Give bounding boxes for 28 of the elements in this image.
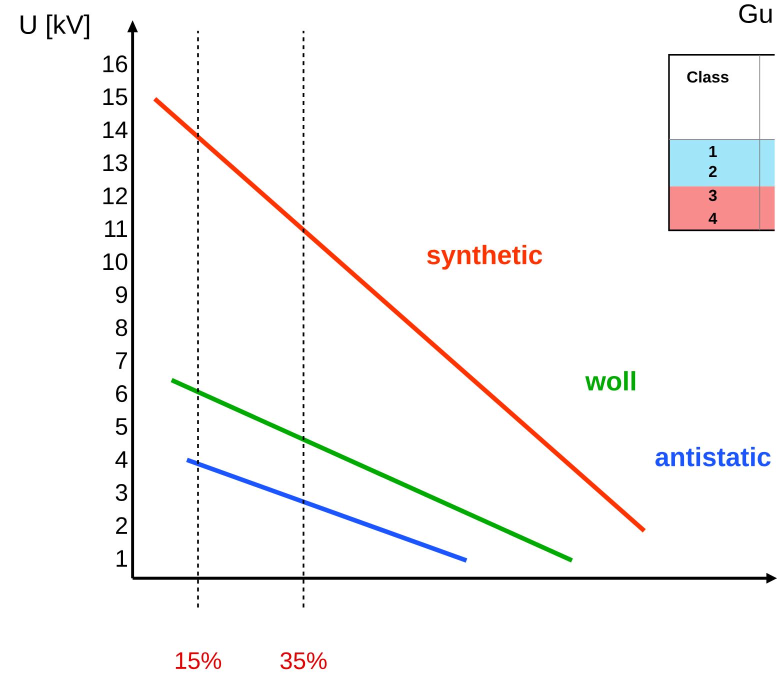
y-tick-label: 4 [115, 452, 128, 468]
y-tick-label: 11 [105, 220, 127, 238]
annotation: Class [687, 71, 728, 83]
y-axis-title: U [kV] [20, 14, 90, 40]
x-tick-label: 35% [280, 652, 327, 670]
y-tick-label: 13 [103, 154, 128, 172]
annotation: 2 [708, 166, 717, 178]
y-tick-label: 1 [116, 550, 127, 567]
text: antistatic [655, 447, 771, 467]
y-tick-label: 15 [103, 88, 128, 106]
y-tick-label: 9 [116, 286, 128, 304]
y-tick-label: 5 [116, 418, 128, 436]
y-tick-label: 12 [103, 188, 127, 204]
y-tick-label: 6 [116, 385, 128, 402]
chart-title: Gu [739, 4, 772, 24]
y-tick-label: 14 [103, 122, 128, 138]
text: woll [585, 371, 636, 391]
y-tick-label: 10 [103, 253, 128, 270]
y-tick-label: 7 [116, 352, 127, 370]
y-tick-label: 16 [103, 56, 128, 73]
annotation: 3 [708, 190, 717, 202]
annotation: 4 [708, 213, 718, 224]
y-tick-label: 3 [116, 484, 128, 502]
y-tick-label: 2 [116, 517, 127, 534]
y-tick-label: 8 [116, 319, 128, 336]
x-tick-label: 15% [176, 652, 222, 670]
annotation: 1 [709, 146, 717, 158]
series-label: synthetic [427, 245, 542, 270]
